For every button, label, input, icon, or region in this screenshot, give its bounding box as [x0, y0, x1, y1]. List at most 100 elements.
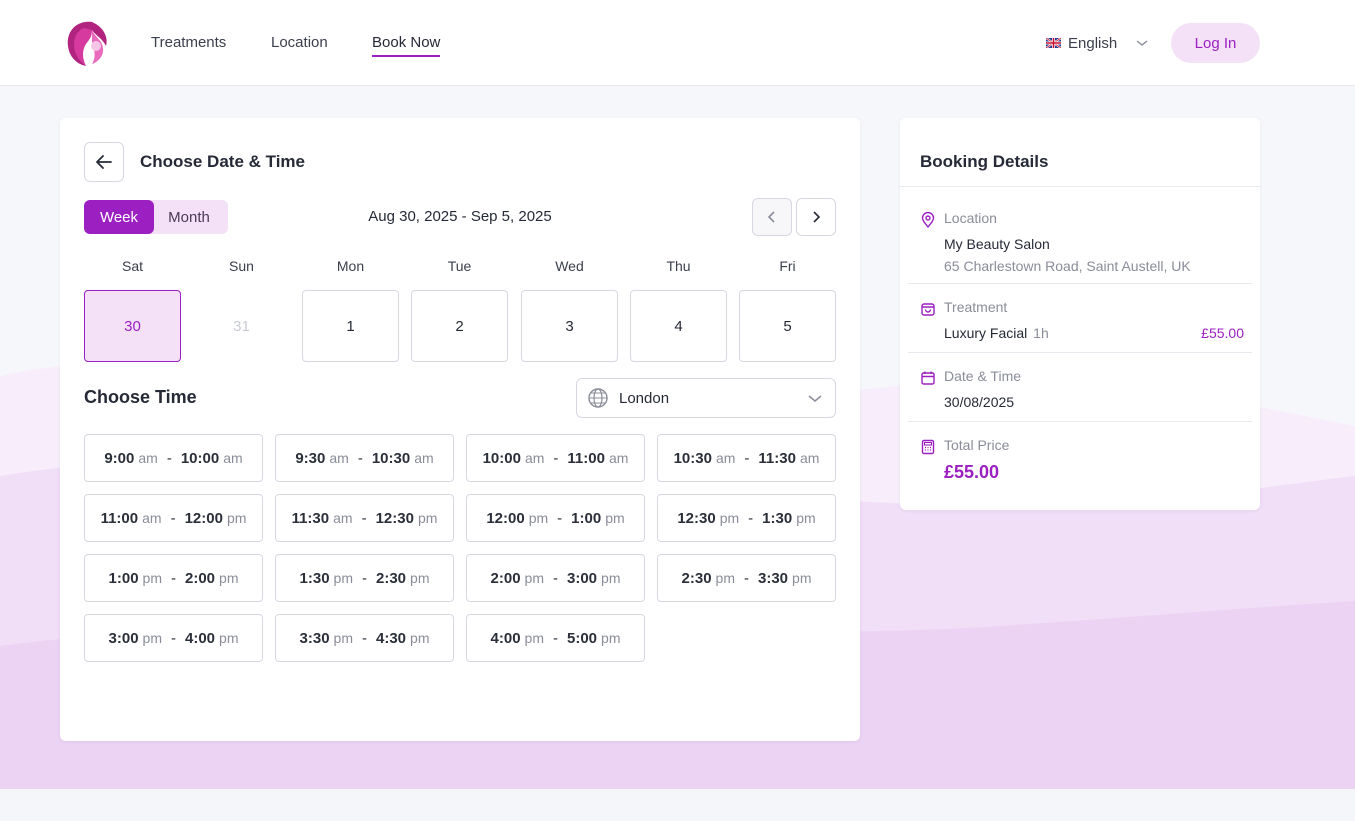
time-slot-button[interactable]: 10:30 am -11:30 am	[657, 434, 836, 482]
slot-separator: -	[171, 629, 176, 647]
timezone-label: London	[619, 389, 670, 407]
language-selector[interactable]: English	[1046, 33, 1150, 53]
day-name: Mon	[336, 258, 365, 274]
slot-end-period: pm	[601, 630, 621, 646]
time-slot-button[interactable]: 9:00 am -10:00 am	[84, 434, 263, 482]
day-name: Sun	[229, 258, 254, 274]
slot-separator: -	[170, 509, 176, 527]
slot-start-period: pm	[142, 570, 162, 586]
slot-start-time: 4:00	[490, 629, 521, 647]
time-slot-button[interactable]: 12:00 pm -1:00 pm	[466, 494, 645, 542]
divider	[908, 283, 1252, 284]
day-name: Fri	[779, 258, 796, 274]
arrow-left-icon	[96, 155, 112, 169]
time-slot-button[interactable]: 10:00 am -11:00 am	[466, 434, 645, 482]
day-column: Thu 4	[630, 258, 727, 362]
nav-book-now[interactable]: Book Now	[372, 33, 441, 57]
previous-week-button[interactable]	[752, 198, 792, 236]
treatment-price: £55.00	[1201, 325, 1244, 341]
slot-start-period: am	[138, 450, 158, 466]
time-slot-button[interactable]: 11:00 am -12:00 pm	[84, 494, 263, 542]
next-week-button[interactable]	[796, 198, 836, 236]
salon-logo[interactable]	[62, 18, 114, 68]
slot-end-period: pm	[410, 570, 430, 586]
slot-end-time: 2:30	[376, 569, 407, 587]
booking-details-title: Booking Details	[920, 152, 1049, 171]
time-slot-button[interactable]: 1:00 pm -2:00 pm	[84, 554, 263, 602]
time-slot-button[interactable]: 2:30 pm -3:30 pm	[657, 554, 836, 602]
calendar-icon	[921, 371, 935, 385]
slot-end-time: 2:00	[185, 569, 216, 587]
footer-strip	[0, 789, 1355, 821]
treatment-label: Treatment	[944, 299, 1008, 315]
timezone-select[interactable]: London	[576, 378, 836, 418]
time-slot-button[interactable]: 9:30 am -10:30 am	[275, 434, 454, 482]
day-name: Thu	[666, 258, 691, 274]
day-column: Mon 1	[302, 258, 399, 362]
treatment-duration: 1h	[1033, 325, 1049, 341]
slot-end-period: pm	[601, 570, 621, 586]
slot-end-period: am	[799, 450, 820, 466]
total-price-value: £55.00	[944, 462, 1000, 482]
day-31-button: 31	[233, 317, 250, 335]
time-slot-button[interactable]: 3:00 pm -4:00 pm	[84, 614, 263, 662]
slot-end-time: 4:30	[376, 629, 407, 647]
slot-start-time: 12:30	[677, 509, 716, 527]
chevron-left-icon	[767, 211, 775, 223]
time-slot-button[interactable]: 3:30 pm -4:30 pm	[275, 614, 454, 662]
day-30-button[interactable]: 30	[84, 290, 181, 362]
login-button[interactable]: Log In	[1171, 23, 1260, 63]
slot-start-period: pm	[333, 570, 353, 586]
slot-start-period: pm	[719, 510, 740, 526]
month-view-button[interactable]: Month	[168, 208, 210, 226]
day-name: Tue	[447, 258, 472, 274]
chevron-right-icon	[813, 211, 821, 223]
slot-end-period: am	[608, 450, 629, 466]
slot-end-period: pm	[605, 510, 625, 526]
slot-start-time: 3:30	[299, 629, 330, 647]
time-slot-button[interactable]: 11:30 am -12:30 pm	[275, 494, 454, 542]
back-button[interactable]	[84, 142, 124, 182]
slot-start-period: pm	[524, 630, 544, 646]
day-column: Wed 3	[521, 258, 618, 362]
slot-end-time: 11:00	[567, 449, 605, 467]
slot-start-period: pm	[524, 570, 544, 586]
day-1-button[interactable]: 1	[302, 290, 399, 362]
nav-location[interactable]: Location	[271, 34, 328, 51]
page-title: Choose Date & Time	[140, 152, 306, 171]
time-slot-button[interactable]: 1:30 pm -2:30 pm	[275, 554, 454, 602]
location-label: Location	[944, 210, 997, 226]
slot-start-time: 9:00	[104, 449, 135, 467]
day-4-button[interactable]: 4	[630, 290, 727, 362]
slot-end-time: 1:30	[762, 509, 793, 527]
total-price-detail: Total Price £55.00	[908, 437, 1252, 487]
slot-separator: -	[553, 629, 558, 647]
slot-end-period: pm	[226, 510, 247, 526]
slot-start-time: 11:00	[100, 509, 139, 527]
slot-start-time: 3:00	[108, 629, 139, 647]
nav-treatments[interactable]: Treatments	[151, 34, 227, 51]
time-slot-button[interactable]: 4:00 pm -5:00 pm	[466, 614, 645, 662]
slot-start-time: 12:00	[486, 509, 525, 527]
slot-end-period: pm	[417, 510, 438, 526]
slot-separator: -	[361, 509, 367, 527]
slot-start-time: 10:00	[482, 449, 521, 467]
treatment-detail: Treatment Luxury Facial 1h £55.00	[908, 299, 1252, 341]
week-view-button[interactable]: Week	[84, 200, 154, 234]
slot-end-time: 10:00	[180, 449, 220, 467]
day-2-button[interactable]: 2	[411, 290, 508, 362]
day-5-button[interactable]: 5	[739, 290, 836, 362]
top-header: Treatments Location Book Now English Log…	[0, 0, 1355, 86]
chevron-down-icon	[808, 395, 822, 402]
day-name: Sat	[121, 258, 143, 274]
day-3-button[interactable]: 3	[521, 290, 618, 362]
slot-end-time: 1:00	[571, 509, 602, 527]
slot-start-period: pm	[333, 630, 353, 646]
slot-separator: -	[171, 569, 176, 587]
time-slot-button[interactable]: 12:30 pm -1:30 pm	[657, 494, 836, 542]
slot-end-period: pm	[792, 570, 812, 586]
choose-time-heading: Choose Time	[84, 387, 197, 407]
time-slot-button[interactable]: 2:00 pm -3:00 pm	[466, 554, 645, 602]
divider	[900, 186, 1260, 187]
datetime-label: Date & Time	[944, 368, 1022, 384]
